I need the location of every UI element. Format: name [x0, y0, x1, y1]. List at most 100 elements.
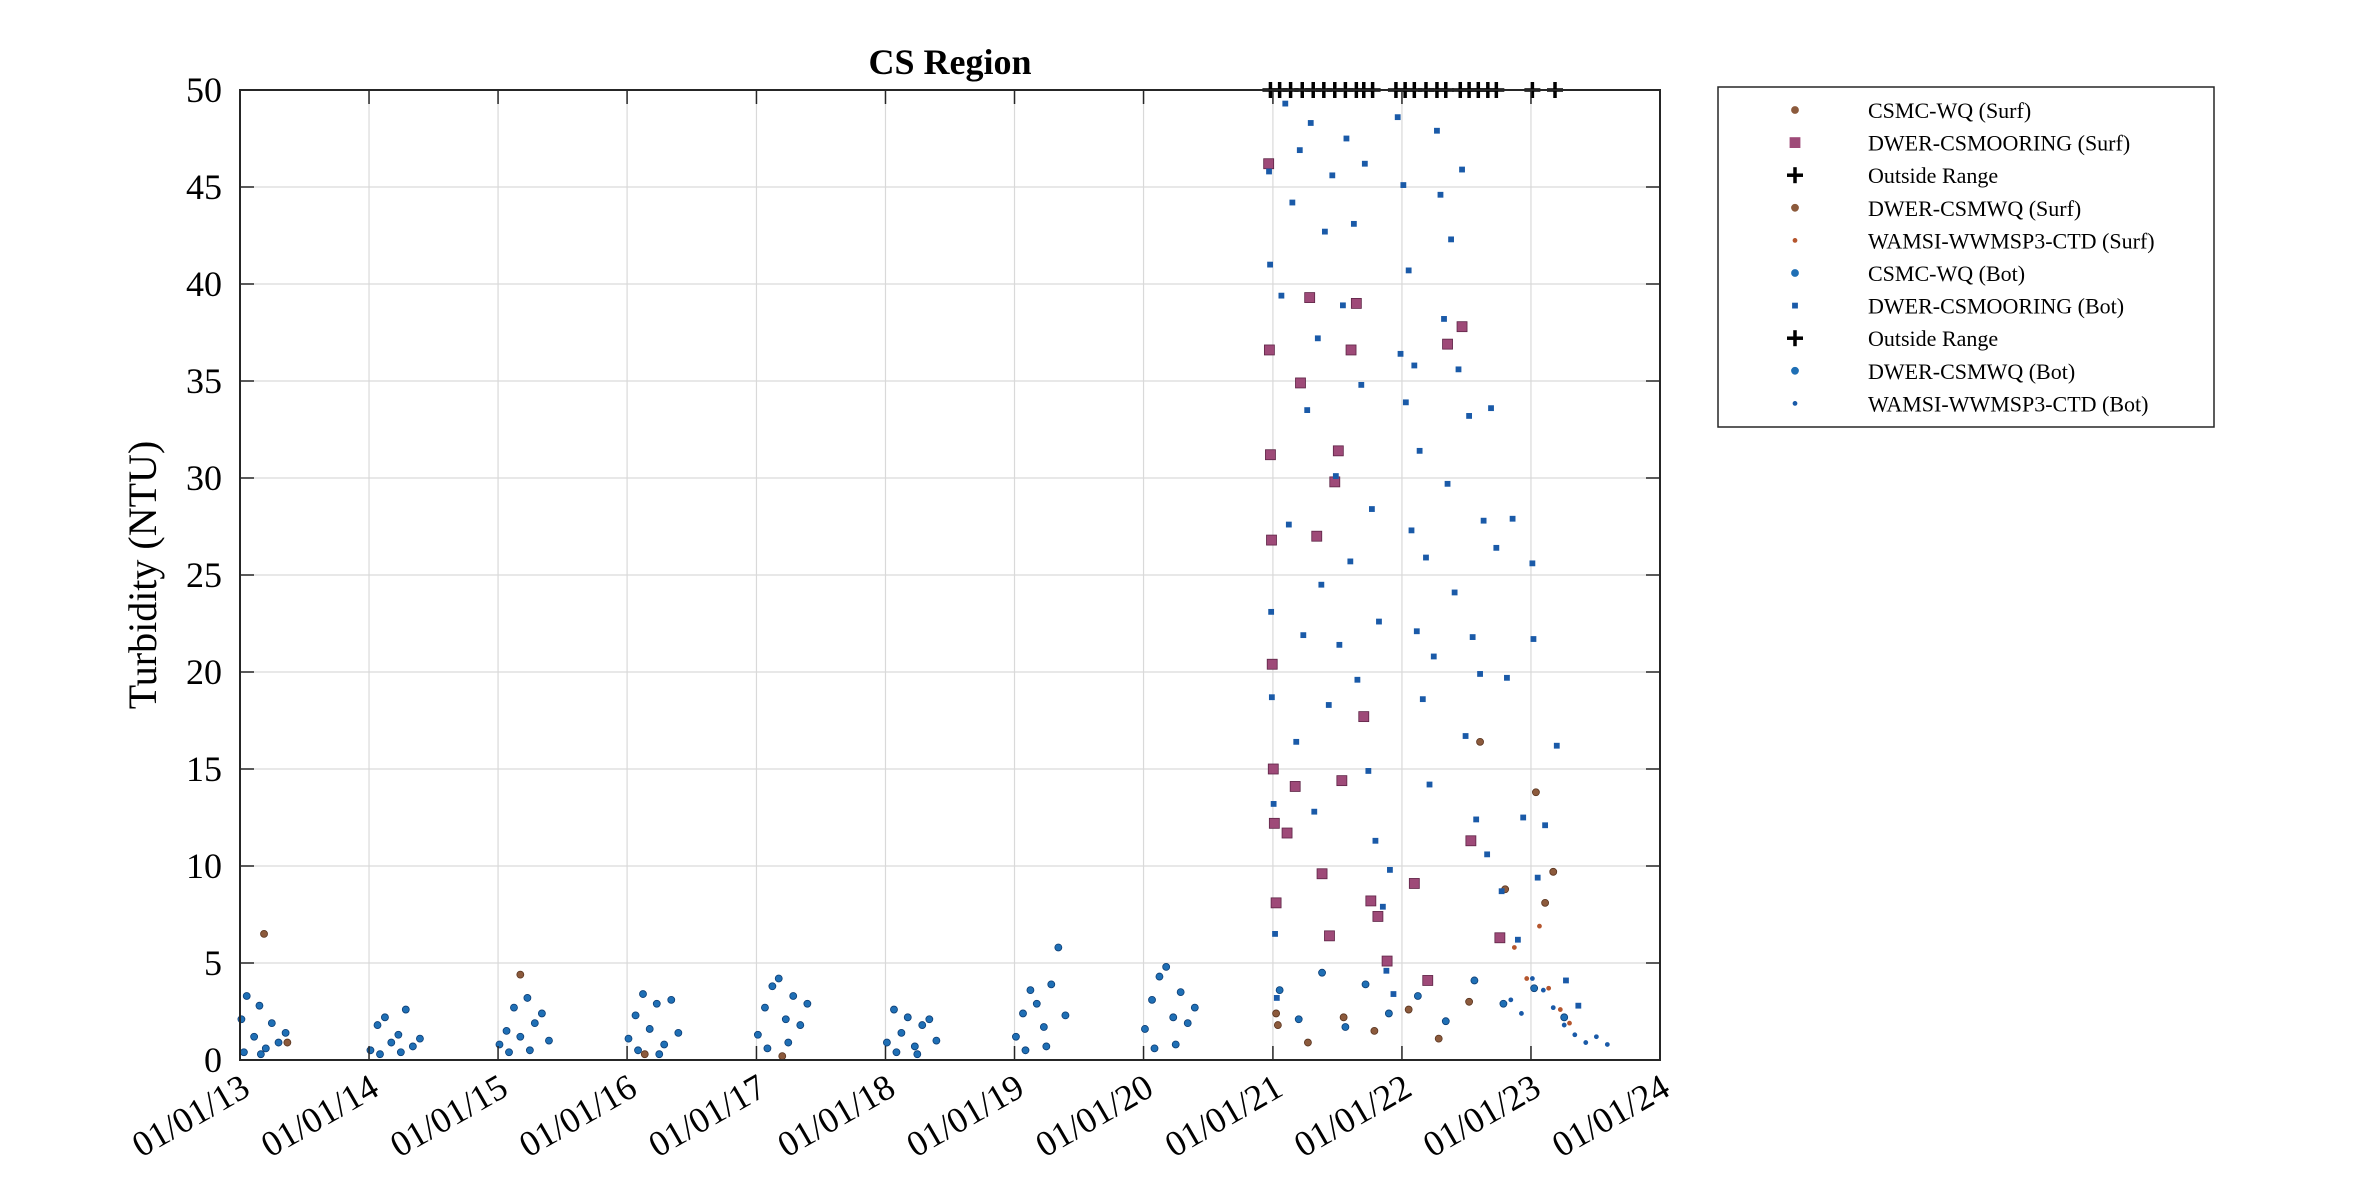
data-point: [1442, 338, 1453, 350]
data-point: [1311, 808, 1318, 815]
data-point: [1383, 967, 1390, 974]
data-point: [903, 1013, 912, 1022]
data-point: [1484, 851, 1491, 858]
data-point: [1416, 447, 1423, 454]
data-point: [1524, 976, 1530, 981]
data-point: [1021, 1046, 1030, 1055]
data-point: [796, 1021, 805, 1029]
data-point: [239, 1048, 248, 1057]
data-point: [1324, 930, 1335, 942]
data-point: [1150, 1044, 1159, 1053]
data-point: [1451, 589, 1458, 596]
data-point: [416, 1034, 424, 1043]
data-point: [1519, 1011, 1524, 1016]
data-point: [1423, 554, 1429, 561]
legend-label: DWER-CSMWQ (Bot): [1868, 359, 2075, 384]
data-point: [1300, 632, 1307, 639]
data-point: [1480, 517, 1487, 524]
data-point: [890, 1005, 898, 1014]
data-point: [1270, 801, 1277, 807]
data-point: [1520, 814, 1527, 821]
data-point: [1477, 671, 1483, 677]
data-point: [283, 1038, 292, 1047]
data-point: [1307, 120, 1314, 126]
data-point: [1268, 608, 1275, 615]
data-point: [1304, 1038, 1312, 1047]
data-point: [1537, 923, 1542, 929]
data-point: [634, 1046, 642, 1055]
data-point: [631, 1011, 640, 1020]
data-point: [1430, 653, 1437, 660]
legend-marker: [1791, 203, 1799, 212]
data-point: [1604, 1042, 1610, 1047]
data-point: [1039, 1023, 1048, 1031]
data-point: [1504, 674, 1510, 681]
data-point: [932, 1036, 941, 1045]
data-point: [256, 1050, 265, 1059]
data-point: [1190, 1003, 1199, 1012]
data-point: [1296, 147, 1303, 154]
legend-label: WAMSI-WWMSP3-CTD (Bot): [1868, 391, 2149, 416]
data-point: [883, 1038, 891, 1047]
data-point: [1541, 898, 1550, 907]
data-point: [1529, 560, 1536, 567]
data-point: [1553, 742, 1560, 749]
data-point: [1343, 135, 1350, 142]
legend-marker: [1791, 106, 1799, 114]
data-point: [1275, 986, 1284, 995]
data-point: [261, 1044, 270, 1053]
data-point: [1282, 100, 1289, 107]
data-point: [1455, 366, 1462, 373]
data-point: [1434, 1034, 1443, 1043]
data-point: [1498, 888, 1505, 895]
data-point: [1311, 530, 1323, 542]
y-tick-label: 10: [186, 846, 222, 886]
data-point: [1347, 558, 1354, 565]
data-point: [1358, 711, 1370, 723]
data-point: [1268, 817, 1280, 829]
data-point: [1268, 694, 1275, 701]
data-point: [1350, 220, 1357, 227]
data-point: [1054, 943, 1063, 952]
data-point: [774, 974, 783, 983]
data-point: [1293, 738, 1300, 745]
data-point: [1593, 1034, 1599, 1040]
data-point: [1270, 897, 1282, 909]
data-point: [1470, 976, 1479, 985]
data-point: [1465, 835, 1477, 847]
data-point: [1266, 658, 1278, 670]
data-point: [1473, 816, 1480, 823]
data-point: [1345, 344, 1357, 356]
data-point: [655, 1050, 664, 1059]
data-point: [1272, 1009, 1281, 1018]
y-tick-label: 25: [186, 555, 222, 595]
y-tick-label: 15: [186, 749, 222, 789]
data-point: [1263, 158, 1275, 170]
data-point: [1476, 737, 1484, 746]
data-point: [1141, 1025, 1149, 1033]
data-point: [1361, 160, 1368, 167]
data-point: [260, 930, 268, 938]
data-point: [1368, 506, 1375, 512]
data-point: [525, 1046, 534, 1055]
data-point: [1032, 999, 1041, 1008]
data-point: [366, 1046, 375, 1055]
legend-marker: [1787, 167, 1803, 184]
legend-marker: [1792, 400, 1798, 406]
data-point: [1413, 628, 1420, 635]
data-point: [1444, 480, 1451, 487]
y-tick-label: 40: [186, 264, 222, 304]
data-point: [1339, 1013, 1348, 1022]
data-point: [652, 999, 661, 1008]
data-point: [1404, 1005, 1413, 1014]
data-point: [1321, 228, 1328, 235]
data-point: [510, 1003, 518, 1012]
data-point: [1169, 1013, 1178, 1022]
data-point: [1379, 903, 1386, 910]
data-point: [1422, 975, 1434, 986]
data-point: [1332, 473, 1339, 479]
data-point: [545, 1036, 553, 1045]
legend-label: DWER-CSMOORING (Bot): [1868, 294, 2124, 319]
legend-label: WAMSI-WWMSP3-CTD (Surf): [1868, 228, 2155, 253]
data-point: [1387, 866, 1393, 873]
